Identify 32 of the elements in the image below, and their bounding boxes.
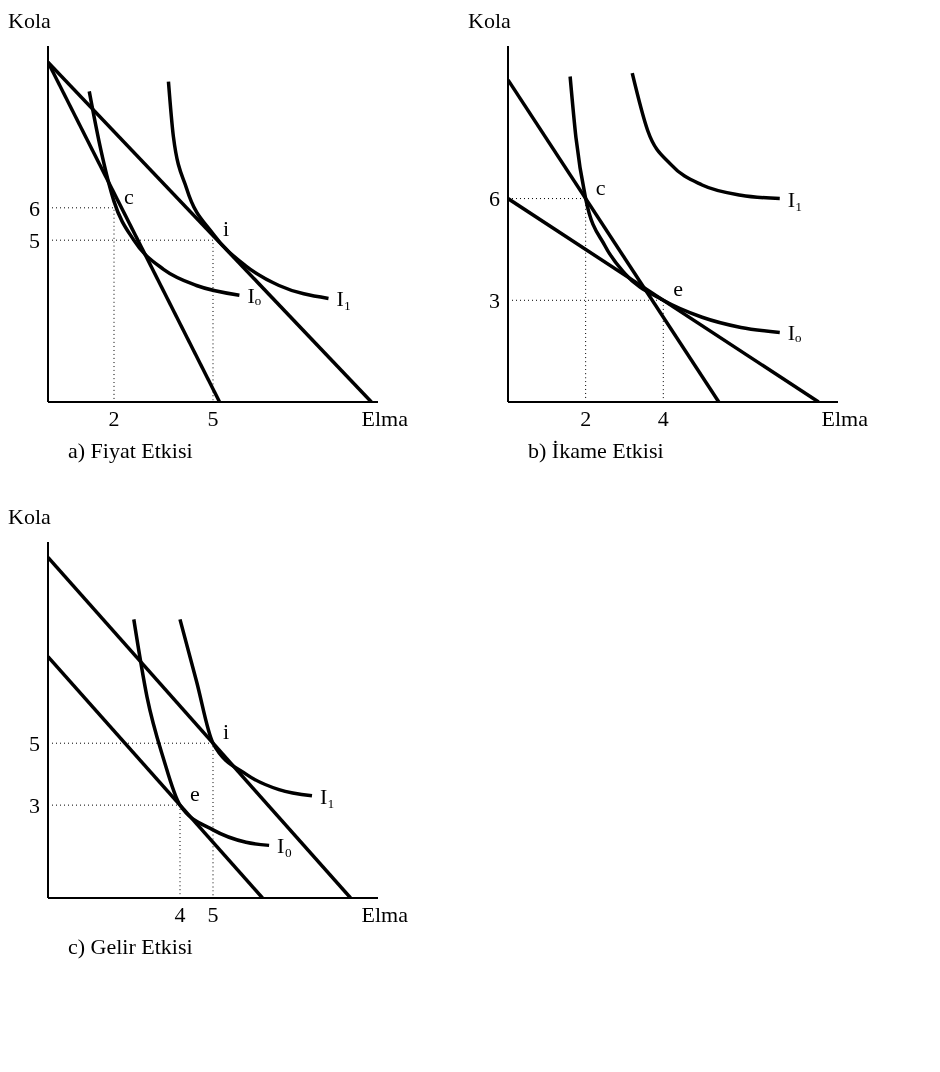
text: a) Fiyat Etkisi <box>67 438 194 464</box>
series-label: Iₒ <box>787 320 802 346</box>
annotation: e <box>190 781 200 807</box>
y-axis-title: Kola <box>8 504 52 531</box>
x-tick-label: 2 <box>580 405 592 431</box>
series-label: I₀ <box>277 833 293 859</box>
y-axis-title: Kola <box>468 8 512 35</box>
y-tick-label: 6 <box>489 186 500 212</box>
annotation: c <box>124 183 134 209</box>
text: c) Gelir Etkisi <box>67 934 194 960</box>
y-axis-title: Kola <box>8 8 52 35</box>
text: b) İkame Etkisi <box>527 438 665 464</box>
y-tick-label: 3 <box>29 792 40 818</box>
x-tick-label: 4 <box>657 405 669 431</box>
annotation: i <box>223 719 230 745</box>
y-tick-label: 3 <box>489 288 500 314</box>
x-tick-label: 5 <box>207 405 219 431</box>
y-tick-label: 5 <box>29 227 40 253</box>
y-tick-label: 6 <box>29 195 40 221</box>
y-tick-label: 5 <box>29 731 40 757</box>
series-label: I₁ <box>336 286 352 312</box>
series-label: I₁ <box>787 186 803 212</box>
x-axis-title: Elma <box>361 406 408 432</box>
annotation: c <box>595 174 606 200</box>
x-tick-label: 2 <box>108 405 120 431</box>
x-axis-title: Elma <box>361 902 408 928</box>
series-label: Iₒ <box>247 283 262 309</box>
series-label: I₁ <box>320 783 335 809</box>
x-axis-title: Elma <box>821 406 868 432</box>
annotation: i <box>223 216 230 242</box>
annotation: e <box>673 276 684 302</box>
x-tick-label: 4 <box>174 901 186 927</box>
